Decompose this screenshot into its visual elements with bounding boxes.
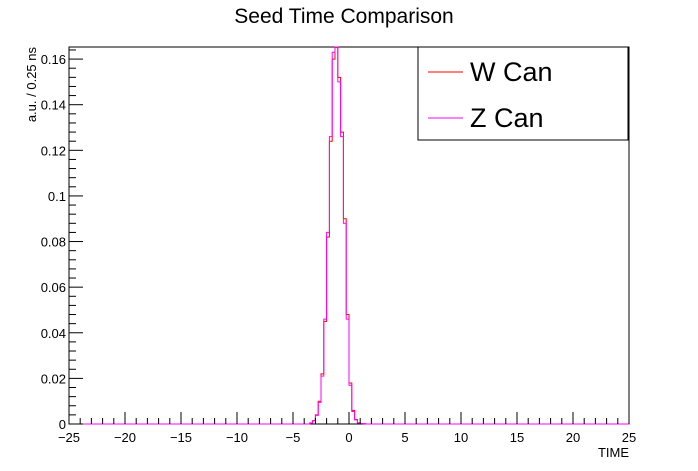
y-tick-label: 0.1	[48, 189, 66, 204]
legend-label-w-can: W Can	[470, 57, 553, 87]
y-tick-label: 0.16	[41, 52, 66, 67]
x-tick-label: 25	[622, 430, 636, 445]
legend-box	[417, 46, 629, 141]
y-tick-label: 0.14	[41, 98, 66, 113]
x-axis-title: TIME	[598, 445, 629, 460]
y-tick-label: 0.06	[41, 280, 66, 295]
x-tick-label: −15	[170, 430, 192, 445]
histogram-series-z-can	[69, 46, 629, 425]
x-tick-label: 15	[510, 430, 524, 445]
x-tick-label: 10	[454, 430, 468, 445]
axes-layer: −25 −20 −15 −10 −5 0 5 10 15 20 25 0 0.02 0.04 0.06 0.0…	[41, 49, 636, 445]
y-tick-label: 0.02	[41, 371, 66, 386]
x-tick-label: −25	[58, 430, 80, 445]
series-layer	[69, 46, 629, 425]
x-tick-label: 20	[566, 430, 580, 445]
y-tick-label: 0	[59, 417, 66, 432]
x-tick-label: −10	[226, 430, 248, 445]
x-tick-label: −20	[114, 430, 136, 445]
y-tick-label: 0.12	[41, 143, 66, 158]
x-tick-label: −5	[286, 430, 301, 445]
legend: W Can Z Can	[417, 46, 629, 141]
x-tick-label: 5	[401, 430, 408, 445]
y-tick-label: 0.08	[41, 235, 66, 250]
y-tick-label: 0.04	[41, 326, 66, 341]
legend-label-z-can: Z Can	[470, 103, 544, 133]
x-tick-label: 0	[345, 430, 352, 445]
chart-title: Seed Time Comparison	[234, 5, 453, 28]
y-axis-title: a.u. / 0.25 ns	[24, 47, 39, 123]
